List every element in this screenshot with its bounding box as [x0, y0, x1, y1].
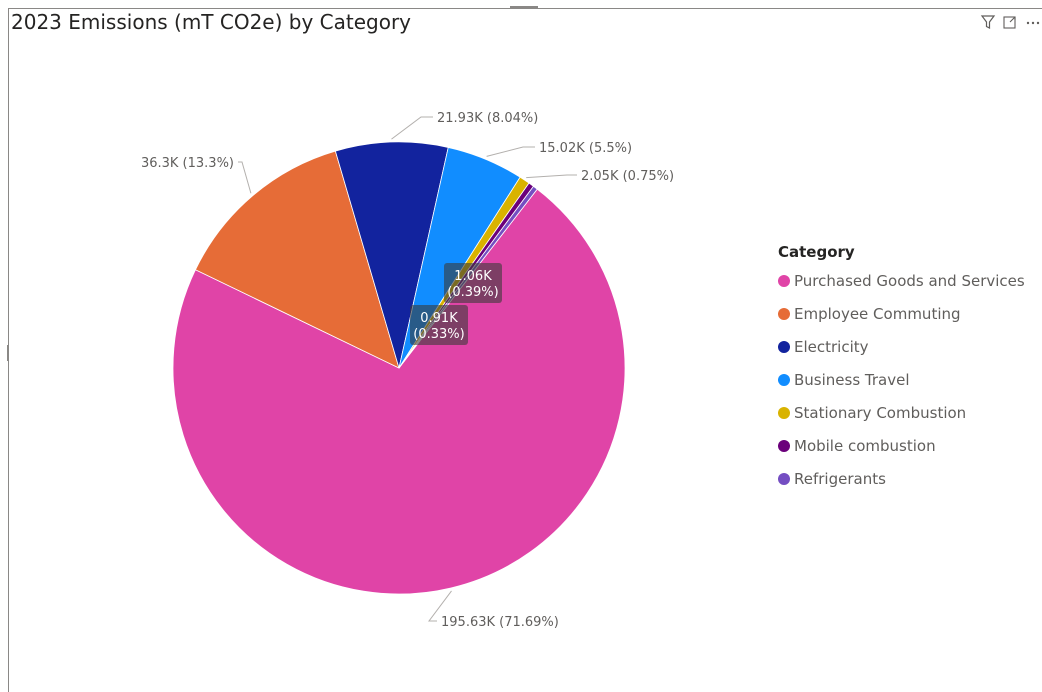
data-label-refrigerants: 0.91K (0.33%) [410, 305, 468, 345]
legend-item-employee-commuting[interactable]: Employee Commuting [778, 297, 1025, 330]
leader-line-employee-commuting [238, 161, 252, 194]
data-label-electricity: 21.93K (8.04%) [437, 111, 538, 126]
legend-label: Mobile combustion [794, 436, 936, 455]
visual-header-toolbar [978, 10, 1042, 34]
more-options-icon[interactable] [1022, 10, 1042, 34]
pie-slice-purchased-goods-and-services[interactable] [172, 188, 626, 595]
leader-line-stationary-combustion [526, 174, 577, 179]
filter-icon[interactable] [978, 10, 998, 34]
legend-label: Employee Commuting [794, 304, 961, 323]
data-label-purchased-goods-and-services: 195.63K (71.69%) [441, 615, 559, 630]
legend-swatch [778, 439, 790, 452]
svg-text:0.91K(0.33%): 0.91K (0.33%) [413, 311, 464, 342]
legend-item-refrigerants[interactable]: Refrigerants [778, 462, 1025, 495]
legend-swatch [778, 307, 790, 320]
legend-item-purchased-goods-and-services[interactable]: Purchased Goods and Services [778, 264, 1025, 297]
svg-text:1.06K(0.39%): 1.06K (0.39%) [447, 269, 498, 300]
legend-item-business-travel[interactable]: Business Travel [778, 363, 1025, 396]
legend-label: Business Travel [794, 370, 910, 389]
data-label-business-travel: 15.02K (5.5%) [539, 141, 632, 156]
data-label-stationary-combustion: 2.05K (0.75%) [581, 169, 674, 184]
leader-line-electricity [391, 116, 433, 140]
legend-label: Refrigerants [794, 469, 886, 488]
legend-label: Stationary Combustion [794, 403, 967, 422]
data-label-mobile-combustion: 1.06K (0.39%) [444, 263, 502, 303]
legend-title: Category [778, 243, 855, 261]
legend-swatch [778, 406, 790, 419]
legend-item-mobile-combustion[interactable]: Mobile combustion [778, 429, 1025, 462]
pie-slice-electricity[interactable] [334, 141, 449, 369]
leader-line-business-travel [486, 146, 535, 157]
legend-swatch [778, 472, 790, 485]
data-label-employee-commuting: 36.3K (13.3%) [141, 156, 234, 171]
legend: Category Purchased Goods and Services Emp… [778, 240, 1025, 495]
legend-item-stationary-combustion[interactable]: Stationary Combustion [778, 396, 1025, 429]
left-resize-handle[interactable] [7, 345, 9, 361]
pie-slice-employee-commuting[interactable] [194, 150, 400, 369]
chart-title: 2023 Emissions (mT CO2e) by Category [11, 10, 412, 34]
legend-swatch [778, 340, 790, 353]
top-resize-handle[interactable] [510, 6, 538, 8]
legend-item-electricity[interactable]: Electricity [778, 330, 1025, 363]
legend-swatch [778, 373, 790, 386]
legend-label: Purchased Goods and Services [794, 271, 1025, 290]
leader-line-purchased-goods-and-services [428, 590, 452, 622]
legend-label: Electricity [794, 337, 869, 356]
focus-mode-icon[interactable] [1000, 10, 1020, 34]
legend-swatch [778, 274, 790, 287]
